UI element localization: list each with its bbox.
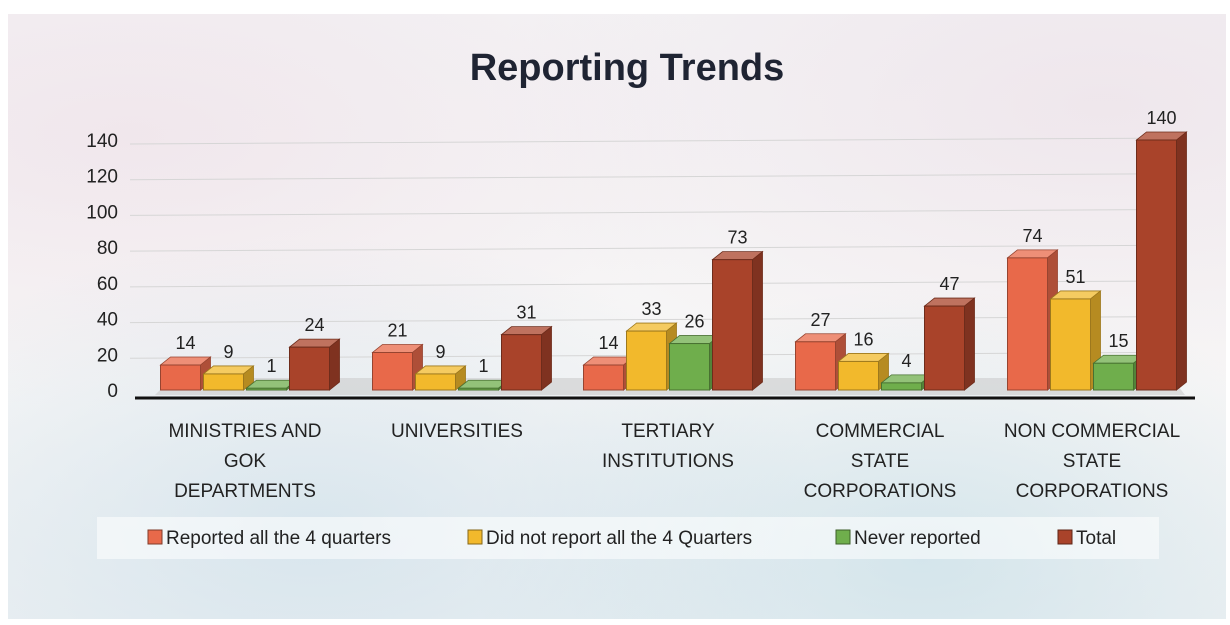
bar xyxy=(923,297,976,391)
bar xyxy=(1135,131,1188,391)
data-label: 31 xyxy=(516,303,536,323)
category-label: DEPARTMENTS xyxy=(174,481,316,502)
category-label: GOK xyxy=(224,451,267,472)
bar-front xyxy=(669,343,710,391)
y-tick-label: 120 xyxy=(86,167,118,188)
bar-front xyxy=(415,373,456,391)
bar-front xyxy=(501,334,542,391)
bars xyxy=(155,131,1188,395)
legend-label: Reported all the 4 quarters xyxy=(166,528,391,549)
bar-side xyxy=(541,325,552,391)
y-tick-label: 80 xyxy=(97,238,118,259)
category-label: STATE xyxy=(1063,451,1121,472)
legend-swatch xyxy=(1057,529,1073,545)
bar-front xyxy=(881,382,922,391)
bar-front xyxy=(924,305,965,391)
gridline xyxy=(129,208,1181,216)
bar-front xyxy=(289,346,330,391)
legend-label: Total xyxy=(1076,528,1116,549)
bar xyxy=(159,356,212,391)
data-label: 14 xyxy=(598,333,618,353)
bar xyxy=(500,325,553,391)
legend-label: Did not report all the 4 Quarters xyxy=(486,528,752,549)
bar xyxy=(711,250,764,391)
legend-box xyxy=(97,517,1159,559)
data-label: 1 xyxy=(478,356,488,376)
legend-swatch xyxy=(147,529,163,545)
data-labels: 14 21 14 27 74 9 9 33 16 51 1 1 26 4 15 24 31 73 47 140 xyxy=(175,108,1176,376)
data-label: 27 xyxy=(810,310,830,330)
data-label: 73 xyxy=(727,228,747,248)
bar xyxy=(202,365,255,391)
category-label: NON COMMERCIAL xyxy=(1004,421,1180,442)
data-label: 74 xyxy=(1022,226,1042,246)
bar xyxy=(837,352,890,391)
data-label: 26 xyxy=(684,312,704,332)
bar-side xyxy=(752,250,763,391)
gridline xyxy=(129,280,1181,288)
bar-front xyxy=(1007,257,1048,391)
bar-side xyxy=(964,297,975,391)
legend: Reported all the 4 quarters Did not repor… xyxy=(97,517,1159,559)
data-label: 9 xyxy=(435,342,445,362)
bar-front xyxy=(838,360,879,391)
bar-front xyxy=(795,341,836,391)
data-label: 47 xyxy=(939,274,959,294)
category-label: CORPORATIONS xyxy=(1016,481,1169,502)
bar xyxy=(1006,249,1059,391)
data-label: 33 xyxy=(641,299,661,319)
gridline xyxy=(129,244,1181,252)
data-label: 21 xyxy=(387,321,407,341)
y-tick-label: 100 xyxy=(86,202,118,223)
y-tick-label: 140 xyxy=(86,131,118,152)
category-label: INSTITUTIONS xyxy=(602,451,734,472)
bar xyxy=(414,365,467,391)
chart-title: Reporting Trends xyxy=(470,47,785,89)
bar-front xyxy=(203,373,244,391)
bar-front xyxy=(712,259,753,391)
legend-label: Never reported xyxy=(854,528,981,549)
bar-side xyxy=(1176,131,1187,391)
data-label: 16 xyxy=(853,329,873,349)
bar-front xyxy=(626,330,667,391)
bar-side xyxy=(329,338,340,391)
data-label: 14 xyxy=(175,333,195,353)
y-tick-label: 40 xyxy=(97,310,118,331)
category-label: TERTIARY xyxy=(621,421,715,442)
bar-front xyxy=(1093,362,1134,391)
data-label: 24 xyxy=(304,315,324,335)
legend-swatch xyxy=(835,529,851,545)
bar-front xyxy=(246,387,287,391)
bar xyxy=(371,343,424,391)
y-tick-label: 0 xyxy=(107,381,118,402)
y-axis: 0 20 40 60 80 100 120 140 xyxy=(86,131,118,402)
bar-front xyxy=(160,364,201,391)
category-label: STATE xyxy=(851,451,909,472)
data-label: 15 xyxy=(1108,331,1128,351)
bar-front xyxy=(458,387,499,391)
bar-front xyxy=(1050,298,1091,391)
data-label: 9 xyxy=(223,342,233,362)
data-label: 140 xyxy=(1146,108,1176,128)
bar-front xyxy=(372,352,413,391)
bar-front xyxy=(1136,139,1177,391)
category-label: UNIVERSITIES xyxy=(391,421,523,442)
data-label: 4 xyxy=(901,351,911,371)
category-label: CORPORATIONS xyxy=(804,481,957,502)
y-tick-label: 60 xyxy=(97,274,118,295)
data-label: 51 xyxy=(1065,267,1085,287)
bar-front xyxy=(583,364,624,391)
y-tick-label: 20 xyxy=(97,345,118,366)
data-label: 1 xyxy=(266,356,276,376)
category-label: MINISTRIES AND xyxy=(168,421,321,442)
gridline xyxy=(129,173,1181,181)
bar xyxy=(288,338,341,391)
gridline xyxy=(129,137,1181,145)
legend-swatch xyxy=(467,529,483,545)
category-label: COMMERCIAL xyxy=(816,421,945,442)
gridline xyxy=(129,316,1181,324)
x-axis: MINISTRIES AND GOK DEPARTMENTS UNIVERSITIES… xyxy=(135,396,1195,502)
bar xyxy=(582,356,635,391)
